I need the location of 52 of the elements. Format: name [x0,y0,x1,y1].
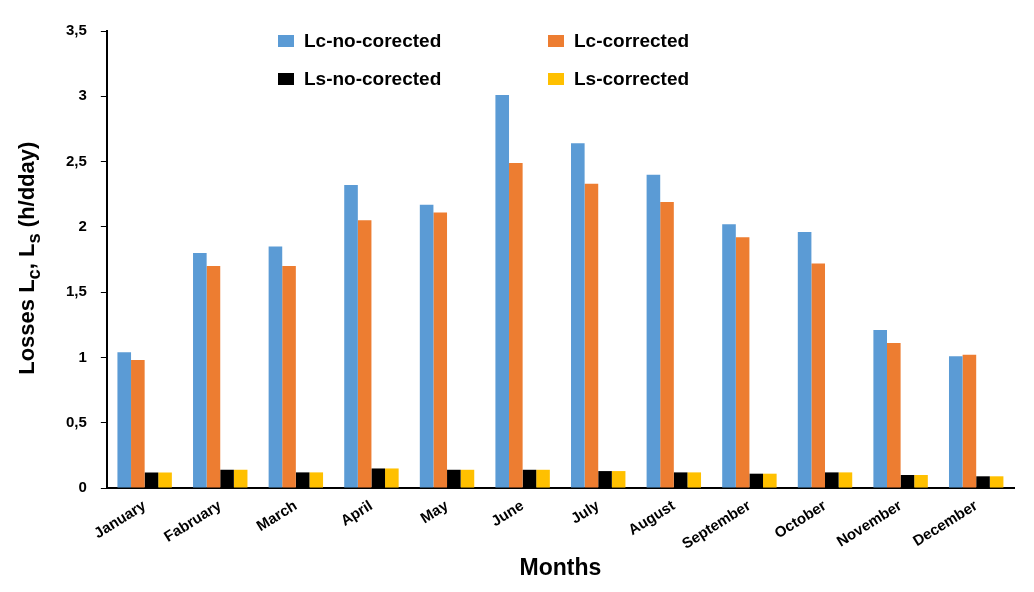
bar [722,224,736,488]
bar [887,343,901,488]
bar [117,352,132,488]
bar [309,472,324,488]
bar [735,237,750,488]
x-axis-title: Months [519,553,602,580]
bar [536,469,550,488]
bar [914,474,928,488]
y-tick-label: 3 [78,86,87,104]
bar [233,469,248,488]
y-tick-label: 1,5 [65,282,87,300]
bar [571,143,585,488]
y-tick-label: 1 [78,347,87,365]
y-tick-label: 2,5 [65,151,87,169]
x-tick-label: May [417,495,452,527]
bar [611,471,626,488]
x-tick-label: July [567,495,603,527]
y-tick-label: 0 [78,478,87,496]
y-tick-label: 0,5 [65,412,87,430]
legend-label: Ls-corrected [574,68,690,90]
bar [357,220,372,488]
bar [131,360,145,488]
legend-label: Ls-no-corected [304,68,442,90]
x-tick-label: June [487,496,527,530]
bar [811,263,826,488]
bar [584,183,599,488]
y-tick-label: 3,5 [65,21,87,39]
legend-label: Lc-corrected [574,30,690,52]
bar [495,94,510,488]
bar [193,253,207,488]
bar [344,185,358,488]
bar [797,232,812,488]
bar [460,469,475,488]
y-tick-label: 2 [78,217,87,235]
legend-label: Lc-no-corected [304,30,442,52]
bar [385,468,399,488]
bar [838,472,853,488]
bar [646,174,661,488]
bar [282,266,296,488]
bar [687,472,702,488]
bar [206,266,221,488]
bar [873,330,887,488]
bar [419,204,434,488]
bar [989,476,1004,488]
bar [268,246,283,488]
bar [962,354,977,488]
bar [158,472,172,488]
bar [509,162,523,488]
bar [763,473,777,488]
bar [948,356,963,488]
bar [433,212,448,488]
bar [660,202,674,488]
